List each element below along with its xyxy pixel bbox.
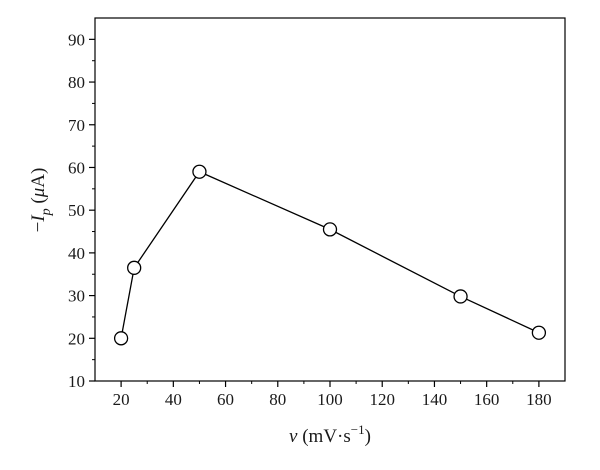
series-line-group: [120, 170, 540, 339]
data-point: [113, 331, 129, 346]
data-point: [192, 164, 207, 179]
data-point: [127, 260, 142, 275]
x-tick-label: 100: [317, 390, 343, 409]
y-tick-label: 50: [68, 201, 85, 220]
y-axis-ticks: 10 20 30 40 50 60 70 80 90: [68, 30, 95, 391]
y-tick-label: 10: [68, 372, 85, 391]
plot-frame: [94, 17, 566, 382]
x-tick-label: 180: [526, 390, 552, 409]
y-tick-label: 70: [68, 116, 85, 135]
x-tick-label: 120: [369, 390, 395, 409]
x-tick-label: 80: [269, 390, 286, 409]
x-tick-label: 20: [113, 390, 130, 409]
y-tick-label: 60: [68, 158, 85, 177]
x-tick-label: 40: [165, 390, 182, 409]
x-axis-ticks: 20 40 60 80 100 120 140 160 180: [113, 381, 552, 409]
y-tick-label: 20: [68, 329, 85, 348]
data-point: [322, 222, 338, 237]
x-tick-label: 60: [217, 390, 234, 409]
data-points: [113, 164, 547, 346]
y-tick-label: 30: [68, 287, 85, 306]
x-axis-label: v (mV·s−1): [289, 422, 371, 447]
y-tick-label: 40: [68, 244, 85, 263]
x-tick-label: 160: [474, 390, 500, 409]
y-tick-label: 90: [68, 30, 85, 49]
data-point: [531, 325, 547, 340]
y-tick-label: 80: [68, 73, 85, 92]
y-axis-label: −Ip (μA): [28, 168, 54, 233]
x-tick-label: 140: [422, 390, 448, 409]
data-point: [453, 289, 468, 304]
series-line: [120, 170, 540, 339]
